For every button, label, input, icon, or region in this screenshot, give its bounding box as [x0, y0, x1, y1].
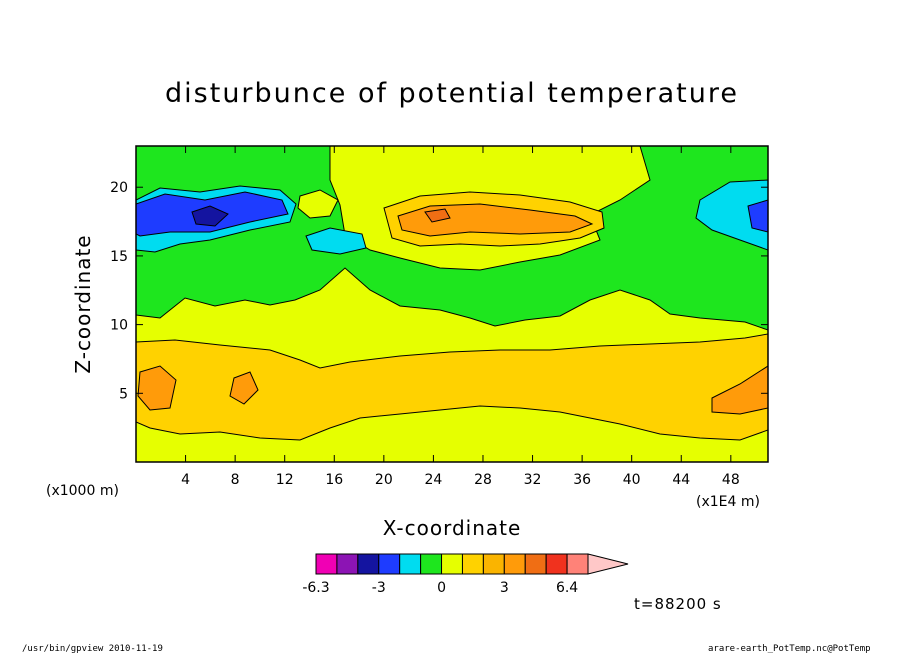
colorbar-swatch	[545, 553, 568, 575]
x-tick-label: 8	[231, 472, 240, 488]
plot-frame	[135, 145, 769, 463]
colorbar-tick-label: -3	[372, 580, 386, 596]
x-axis-label: X-coordinate	[383, 516, 522, 540]
footer-right: arare-earth_PotTemp.nc@PotTemp	[708, 644, 871, 654]
x-unit-label: (x1E4 m)	[696, 494, 760, 510]
x-tick-label: 32	[524, 472, 542, 488]
colorbar-swatch	[441, 553, 463, 575]
y-axis-ticks: 5 10 15 20	[110, 180, 768, 402]
time-label: t=88200 s	[634, 595, 722, 613]
colorbar-tick-label: 6.4	[556, 580, 578, 596]
field-lower-orange	[136, 333, 768, 441]
colorbar-swatch	[566, 553, 589, 575]
x-tick-label: 36	[573, 472, 591, 488]
colorbar-tick-label: 3	[500, 580, 509, 596]
colorbar-swatch	[378, 553, 401, 575]
x-tick-label: 48	[722, 472, 740, 488]
colorbar-swatch	[482, 553, 505, 575]
x-tick-label: 12	[276, 472, 294, 488]
colorbar-extend-arrow	[587, 553, 629, 575]
chart-title: disturbunce of potential temperature	[165, 78, 739, 109]
x-axis-ticks: 4 8 12 16 20 24 28 32 36 40 44 48	[181, 146, 740, 488]
field-upper-navy-left	[191, 205, 229, 227]
field-lower-dark-orange-right	[711, 365, 768, 415]
x-tick-label: 24	[424, 472, 442, 488]
contour-field	[136, 146, 768, 462]
field-upper-red-spot	[424, 208, 451, 223]
field-lower-dark-orange-left	[137, 365, 177, 411]
field-upper-yellow-left	[297, 189, 339, 219]
x-tick-label: 40	[623, 472, 641, 488]
x-tick-label: 20	[375, 472, 393, 488]
colorbar-tick-labels: -6.3 -3 0 3 6.4	[302, 580, 578, 596]
y-axis-label: Z-coordinate	[71, 234, 95, 373]
x-tick-label: 16	[325, 472, 343, 488]
y-tick-label: 15	[110, 249, 128, 265]
colorbar-swatch	[461, 553, 484, 575]
x-tick-label: 4	[181, 472, 190, 488]
colorbar-swatch	[399, 553, 422, 575]
x-tick-label: 28	[474, 472, 492, 488]
field-upper-blue-right	[747, 199, 768, 233]
y-tick-label: 10	[110, 318, 128, 334]
colorbar-tick-label: 0	[437, 580, 446, 596]
field-upper-cyan-mid	[305, 227, 367, 255]
y-tick-label: 20	[110, 180, 128, 196]
footer-left: /usr/bin/gpview 2010-11-19	[22, 644, 163, 654]
x-tick-label: 44	[672, 472, 690, 488]
field-lower-dark-orange-left2	[229, 371, 259, 405]
field-upper-cyan-right	[695, 179, 768, 251]
colorbar-swatch	[524, 553, 547, 575]
colorbar-swatch	[420, 553, 443, 575]
colorbar	[315, 553, 629, 575]
colorbar-swatch	[315, 553, 338, 575]
colorbar-swatch	[357, 553, 380, 575]
y-tick-label: 5	[119, 386, 128, 402]
colorbar-swatch	[503, 553, 526, 575]
colorbar-tick-label: -6.3	[302, 580, 329, 596]
colorbar-swatch	[336, 553, 359, 575]
y-unit-label: (x1000 m)	[46, 483, 119, 499]
